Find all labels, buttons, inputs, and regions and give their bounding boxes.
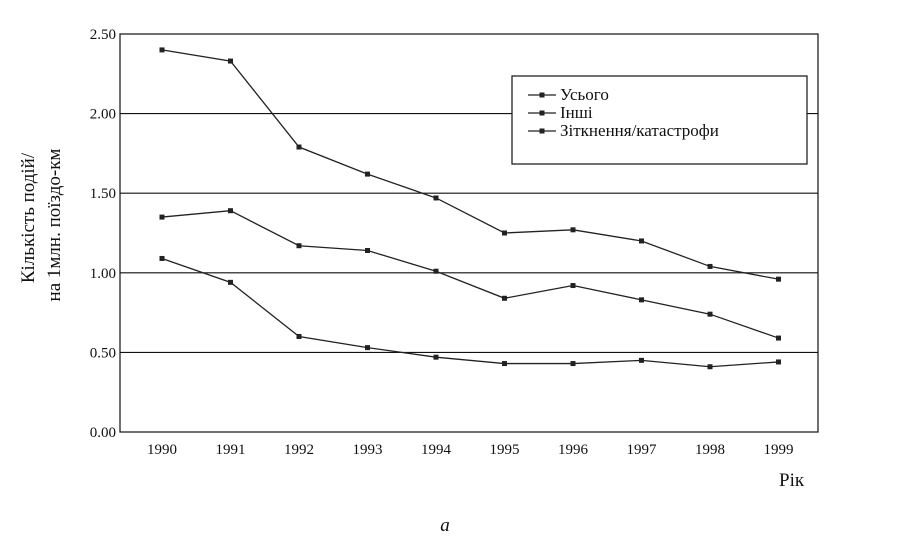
series-group bbox=[159, 47, 781, 282]
x-tick-label: 1994 bbox=[421, 442, 452, 458]
data-point bbox=[776, 276, 781, 282]
data-point bbox=[502, 230, 507, 236]
y-tick-label: 2.00 bbox=[90, 107, 116, 123]
legend-label: Інші bbox=[560, 103, 593, 122]
series-lines bbox=[159, 47, 781, 370]
data-point bbox=[570, 361, 576, 367]
data-point bbox=[228, 58, 233, 64]
data-point bbox=[228, 208, 233, 214]
x-tick-label: 1990 bbox=[147, 442, 177, 458]
x-tick-label: 1997 bbox=[627, 442, 658, 458]
data-point bbox=[296, 333, 302, 339]
legend-marker bbox=[539, 92, 545, 98]
y-axis-label-line-2: на 1млн. поїздо-км bbox=[44, 149, 65, 302]
y-tick-label: 0.50 bbox=[90, 345, 116, 361]
figure-caption: a bbox=[440, 515, 450, 536]
data-point bbox=[776, 359, 781, 365]
legend-label: Усього bbox=[560, 85, 609, 104]
data-point bbox=[365, 345, 370, 351]
data-point bbox=[707, 263, 713, 269]
data-point bbox=[228, 279, 233, 285]
data-point bbox=[639, 357, 644, 363]
data-point bbox=[776, 335, 781, 341]
x-tick-label: 1999 bbox=[764, 442, 794, 458]
y-tick-label: 0.00 bbox=[90, 425, 116, 441]
y-tick-labels: 0.00 0.50 1.00 1.50 2.00 2.50 bbox=[90, 27, 116, 441]
data-point bbox=[433, 268, 439, 274]
y-tick-label: 1.00 bbox=[90, 266, 116, 282]
legend-box bbox=[511, 75, 808, 165]
y-tick-label: 1.50 bbox=[90, 186, 116, 202]
data-point bbox=[433, 195, 439, 201]
data-point bbox=[365, 171, 370, 177]
y-tick-label: 2.50 bbox=[90, 27, 116, 43]
data-point bbox=[502, 295, 507, 301]
data-point bbox=[296, 144, 302, 150]
x-tick-label: 1998 bbox=[695, 442, 725, 458]
data-point bbox=[365, 248, 370, 254]
x-axis-label: Рік bbox=[779, 470, 805, 491]
data-point bbox=[570, 283, 576, 289]
data-point bbox=[707, 364, 713, 370]
x-tick-label: 1993 bbox=[353, 442, 383, 458]
data-point bbox=[159, 47, 165, 53]
plot-frame bbox=[119, 33, 819, 433]
data-point bbox=[639, 238, 644, 244]
data-point bbox=[502, 361, 507, 367]
data-point bbox=[707, 311, 713, 317]
y-axis-label-line-1: Кількість подій/ bbox=[18, 152, 39, 283]
x-tick-label: 1995 bbox=[490, 442, 520, 458]
data-point bbox=[159, 214, 165, 220]
data-point bbox=[570, 227, 576, 233]
data-point bbox=[296, 243, 302, 249]
x-tick-label: 1996 bbox=[558, 442, 589, 458]
data-point bbox=[433, 354, 439, 360]
x-tick-label: 1992 bbox=[284, 442, 314, 458]
series-group bbox=[159, 208, 781, 341]
x-tick-labels: 1990 1991 1992 1993 1994 1995 1996 1997 1998 1999 bbox=[147, 442, 794, 458]
series-line bbox=[161, 49, 779, 280]
series-line bbox=[161, 257, 779, 368]
legend-marker bbox=[539, 110, 545, 116]
series-line bbox=[161, 210, 779, 339]
legend-marker bbox=[539, 128, 545, 134]
series-group bbox=[159, 255, 781, 370]
data-point bbox=[159, 255, 165, 261]
data-point bbox=[639, 297, 644, 303]
x-tick-label: 1991 bbox=[216, 442, 246, 458]
legend-label: Зіткнення/катастрофи bbox=[560, 121, 719, 140]
